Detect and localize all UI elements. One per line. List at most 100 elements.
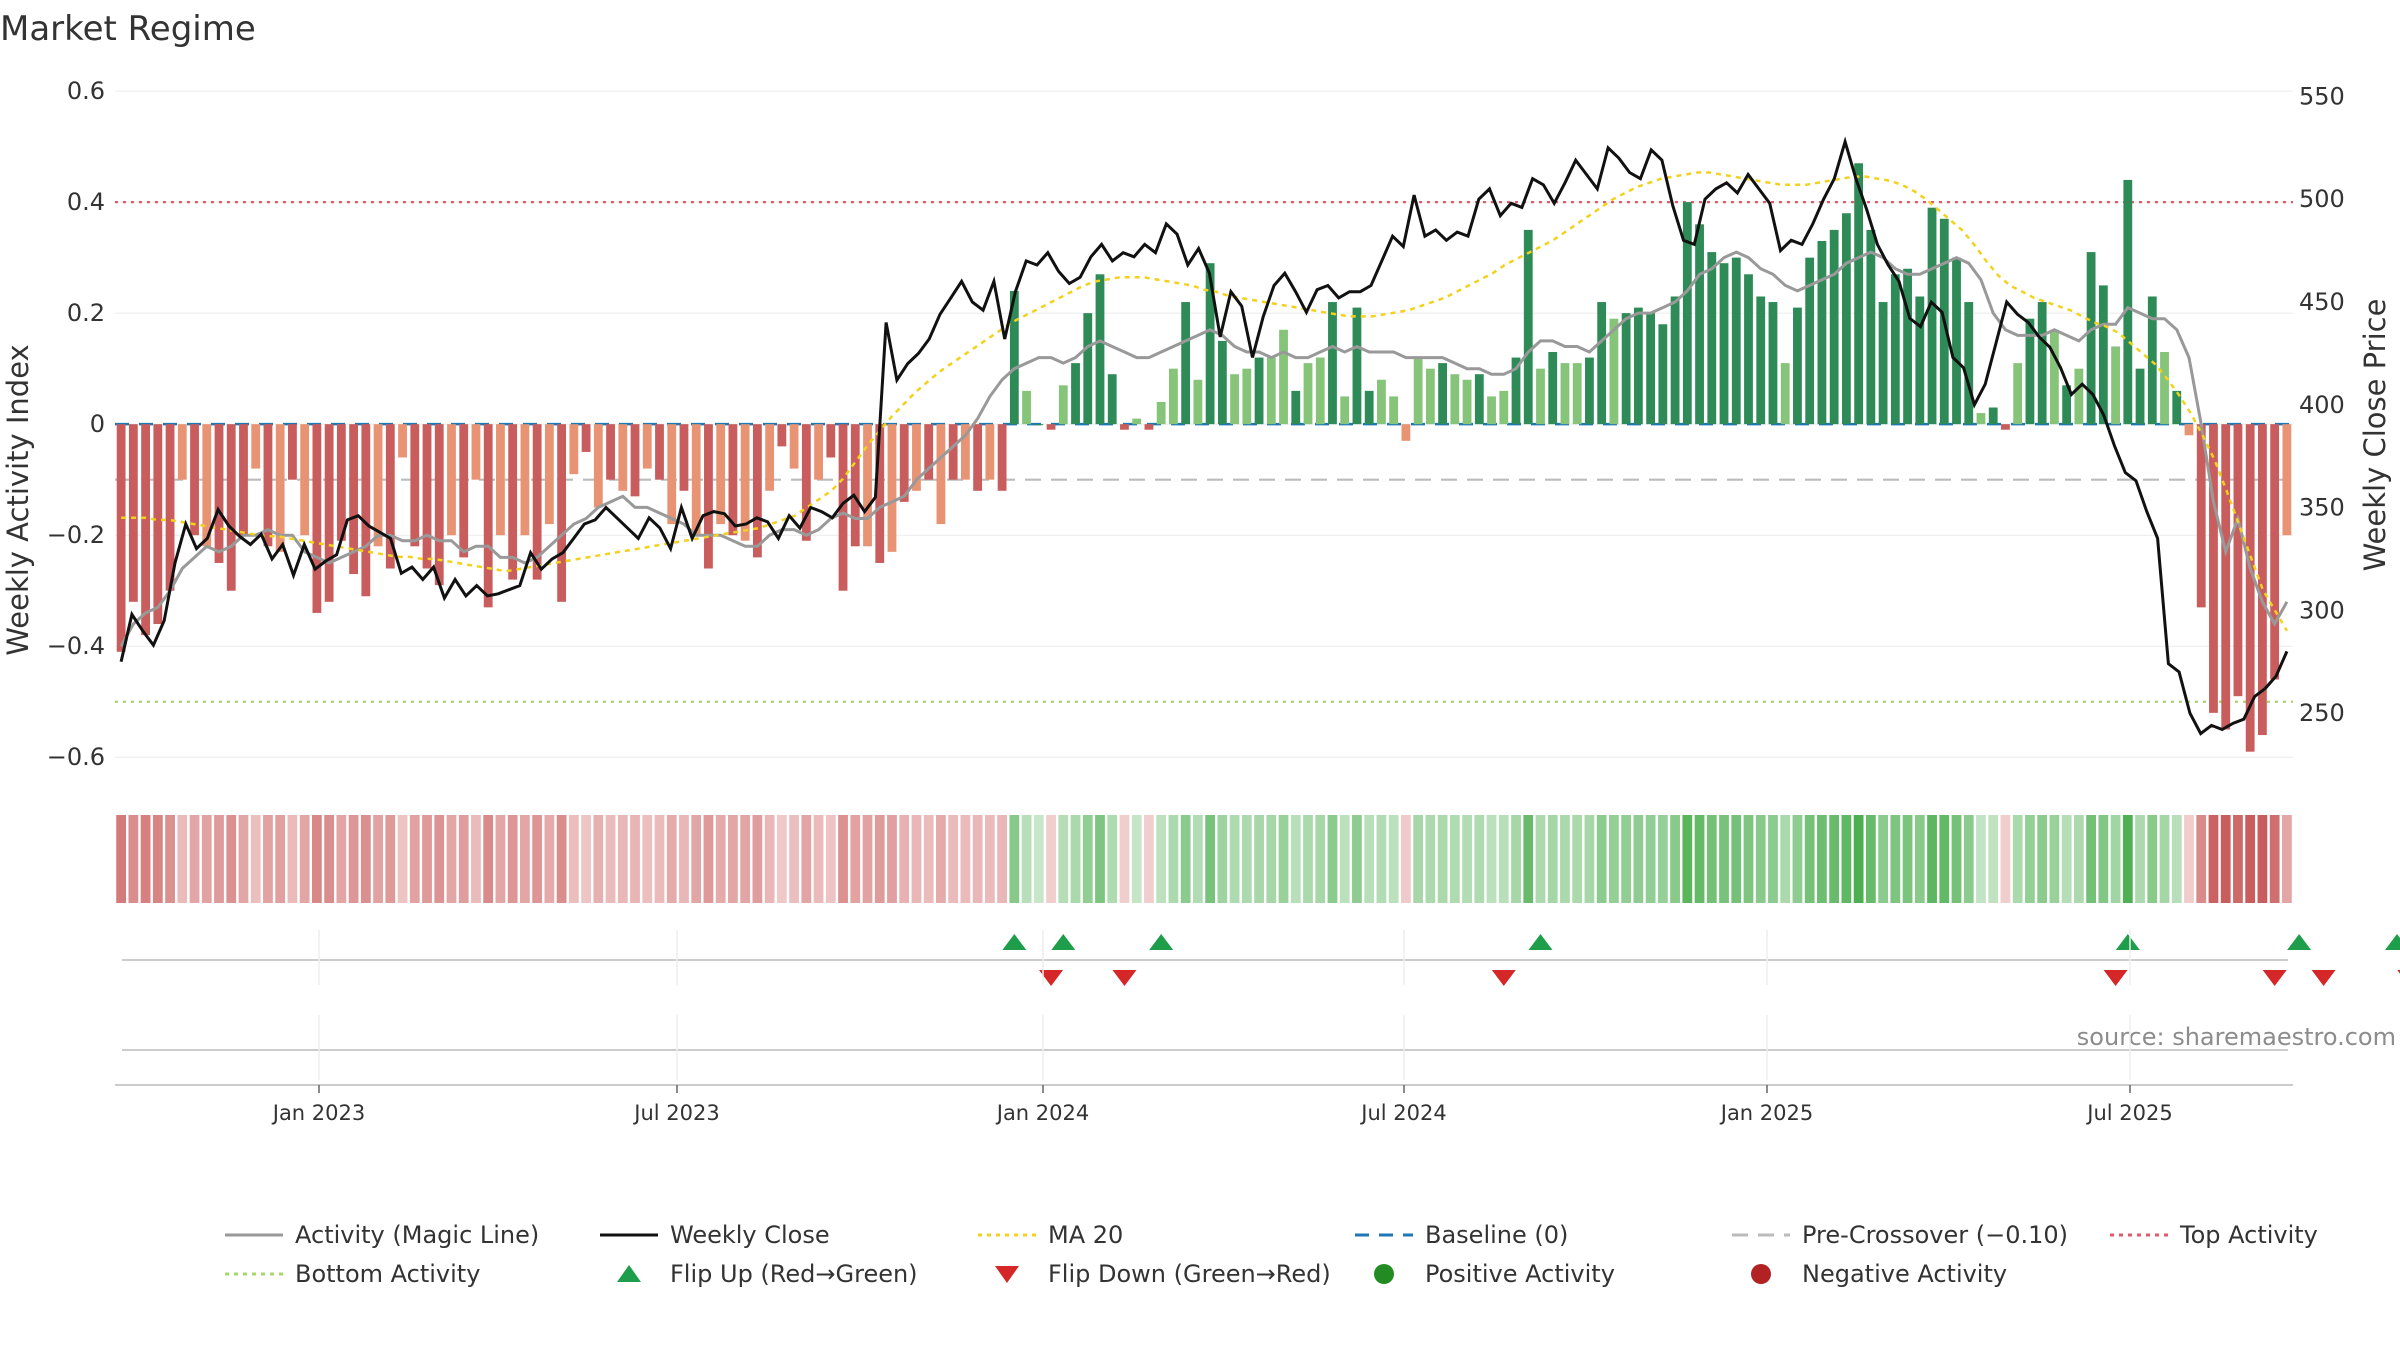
regime-cell bbox=[1584, 815, 1595, 903]
activity-bar bbox=[1878, 302, 1888, 425]
activity-bar bbox=[483, 424, 493, 608]
activity-bar bbox=[300, 424, 310, 536]
activity-bar bbox=[2196, 424, 2206, 608]
activity-bar bbox=[1817, 240, 1827, 425]
regime-cell bbox=[1339, 815, 1350, 903]
activity-bar bbox=[1952, 257, 1961, 425]
regime-cell bbox=[2098, 815, 2109, 903]
regime-cell bbox=[434, 815, 445, 903]
flip-up-marker bbox=[1149, 934, 1174, 950]
activity-bar bbox=[1095, 274, 1105, 425]
regime-cell bbox=[1755, 815, 1766, 903]
activity-bar bbox=[912, 424, 921, 491]
activity-bar bbox=[1707, 252, 1717, 425]
activity-bar bbox=[520, 424, 530, 536]
legend-label: Baseline (0) bbox=[1425, 1221, 1568, 1249]
regime-cell bbox=[2135, 815, 2145, 903]
flip-up-marker bbox=[2115, 934, 2140, 950]
legend-swatch bbox=[617, 1265, 641, 1282]
regime-cell bbox=[617, 815, 628, 903]
activity-bar bbox=[1572, 363, 1582, 425]
activity-bar bbox=[1976, 413, 1986, 425]
activity-bar bbox=[1401, 424, 1411, 441]
regime-cell bbox=[1156, 815, 1167, 903]
regime-cell bbox=[2049, 815, 2060, 903]
activity-bar bbox=[1536, 368, 1545, 425]
regime-cell bbox=[1180, 815, 1191, 903]
activity-bar bbox=[716, 424, 726, 525]
legend-label: Pre-Crossover (−0.10) bbox=[1802, 1221, 2068, 1249]
activity-bar bbox=[447, 424, 456, 536]
regime-cell bbox=[1939, 815, 1950, 903]
regime-cell bbox=[1449, 815, 1460, 903]
regime-cell bbox=[1560, 815, 1570, 903]
activity-bar bbox=[422, 424, 432, 569]
activity-bar bbox=[385, 424, 395, 569]
flip-up-marker bbox=[2385, 934, 2400, 950]
regime-cell bbox=[1657, 815, 1668, 903]
y-tick-label: −0.2 bbox=[47, 521, 105, 549]
axes: 0.6 0.4 0.2 0 −0.2 −0.4 −0.6 550 500 450 400 350 300… bbox=[47, 77, 2345, 771]
legend-item: Activity (Magic Line) bbox=[225, 1221, 539, 1249]
activity-bar bbox=[2270, 424, 2280, 680]
activity-bar bbox=[936, 424, 946, 525]
regime-cell bbox=[324, 815, 335, 903]
regime-cell bbox=[226, 815, 237, 903]
regime-cell bbox=[764, 815, 775, 903]
activity-bar bbox=[2172, 390, 2182, 425]
legend-label: Flip Up (Red→Green) bbox=[670, 1260, 918, 1288]
activity-bar bbox=[116, 424, 126, 652]
flip-down-marker bbox=[2397, 970, 2400, 974]
regime-cell bbox=[2159, 815, 2170, 903]
regime-cell bbox=[1376, 815, 1387, 903]
activity-bar bbox=[1340, 396, 1350, 425]
activity-dots-panel bbox=[115, 1049, 2293, 1086]
y-tick-label: −0.6 bbox=[47, 743, 105, 771]
activity-bar bbox=[765, 424, 775, 491]
y2-axis-label: Weekly Close Price bbox=[2358, 299, 2392, 572]
activity-bar bbox=[2074, 368, 2084, 425]
activity-bar bbox=[948, 424, 958, 480]
activity-bar bbox=[2245, 424, 2255, 752]
regime-cell bbox=[1523, 815, 1534, 903]
activity-bar bbox=[863, 424, 872, 547]
regime-cell bbox=[1865, 815, 1876, 903]
regime-cell bbox=[2208, 815, 2219, 903]
legend-label: MA 20 bbox=[1048, 1221, 1123, 1249]
y2-tick-label: 300 bbox=[2299, 596, 2345, 624]
regime-cell bbox=[862, 815, 873, 903]
flip-down-marker bbox=[1112, 970, 1137, 986]
regime-cell bbox=[1131, 815, 1142, 903]
activity-bar bbox=[801, 424, 811, 541]
regime-cell bbox=[1095, 815, 1105, 903]
regime-cell bbox=[458, 815, 469, 903]
activity-bar bbox=[2147, 296, 2157, 425]
regime-cell bbox=[2000, 815, 2011, 903]
regime-cell bbox=[1670, 815, 1680, 903]
regime-cell bbox=[1009, 815, 1020, 903]
regime-cell bbox=[311, 815, 322, 903]
regime-cell bbox=[1633, 815, 1644, 903]
regime-cell bbox=[593, 815, 604, 903]
legend-item: Negative Activity bbox=[1751, 1260, 2007, 1288]
activity-bar bbox=[2135, 368, 2145, 425]
legend: Activity (Magic Line) Weekly Close MA 20 Ba… bbox=[225, 1221, 2318, 1288]
activity-bar bbox=[2160, 352, 2169, 425]
activity-bar bbox=[581, 424, 591, 452]
regime-cell bbox=[850, 815, 861, 903]
regime-cell bbox=[507, 815, 518, 903]
regime-cell bbox=[1474, 815, 1485, 903]
regime-cell bbox=[801, 815, 812, 903]
regime-cell bbox=[483, 815, 494, 903]
series-lines bbox=[119, 136, 2289, 736]
y-tick-label: 0.2 bbox=[67, 299, 105, 327]
regime-cell bbox=[1021, 815, 1032, 903]
regime-cell bbox=[1829, 815, 1840, 903]
regime-cell bbox=[1278, 815, 1289, 903]
regime-cell bbox=[1817, 815, 1827, 903]
regime-cell bbox=[911, 815, 922, 903]
legend-label: Positive Activity bbox=[1425, 1260, 1615, 1288]
regime-cell bbox=[2122, 815, 2133, 903]
activity-bar bbox=[1009, 290, 1019, 425]
